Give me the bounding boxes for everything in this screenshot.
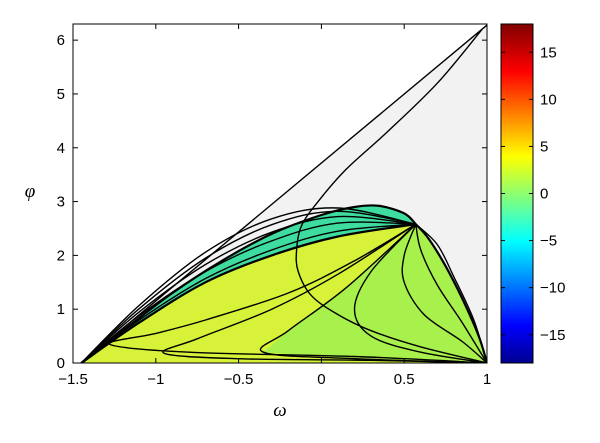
contour-separatrix	[80, 223, 416, 363]
contour-upper-contour-2	[80, 221, 416, 363]
colorbar	[500, 23, 534, 364]
colorbar-ticks: −15 −10 −5 0 5 10 15	[501, 44, 565, 344]
x-tick-label: 1	[483, 371, 491, 388]
y-tick-label: 1	[57, 301, 65, 318]
colorbar-tick-label: −5	[540, 233, 557, 250]
contour-upper-contour-3	[80, 215, 416, 363]
y-axis-label: φ	[25, 181, 36, 202]
x-tick-label: −1.5	[58, 371, 88, 388]
contour-diagonal	[80, 24, 487, 363]
region-upper-wedge	[81, 205, 416, 363]
colorbar-tick-label: −10	[540, 280, 565, 297]
contour-lower-contour-4	[353, 223, 487, 363]
colorbar-tick-label: 15	[540, 44, 557, 61]
contour-upper-contour-4	[80, 210, 416, 363]
y-tick-label: 0	[57, 355, 65, 372]
y-tick-label: 2	[57, 247, 65, 264]
colorbar-tick-label: 10	[540, 91, 557, 108]
x-tick-label: 0.5	[394, 371, 415, 388]
y-tick-label: 3	[57, 194, 65, 211]
contour-lower-contour-3	[260, 223, 487, 363]
colorbar-tick-label: 0	[540, 186, 548, 203]
contour-right-contour-1	[401, 223, 487, 363]
contour-lower-contour-2	[162, 223, 487, 363]
region-right-lobe	[263, 224, 487, 363]
x-tick-label: −1	[147, 371, 164, 388]
x-tick-label: 0	[317, 371, 325, 388]
contour-lower-contour-1	[108, 223, 487, 363]
y-tick-label: 4	[57, 140, 65, 157]
y-axis-ticks: 0 1 2 3 4 5 6	[57, 32, 487, 372]
colorbar-tick-label: 5	[540, 138, 548, 155]
colorbar-tick-label: −15	[540, 327, 565, 344]
x-axis-ticks: −1.5 −1 −0.5 0 0.5 1	[58, 24, 491, 388]
contour-right-contour-2	[415, 224, 487, 363]
x-axis-label: ω	[273, 400, 286, 421]
plot-frame	[72, 23, 488, 364]
x-tick-label: −0.5	[224, 371, 254, 388]
contour-right-contour-3	[415, 223, 487, 363]
y-tick-label: 6	[57, 32, 65, 49]
contour-curved-boundary	[295, 28, 487, 363]
contour-lines	[80, 24, 487, 363]
contour-upper-contour-1	[80, 223, 416, 363]
contour-upper-contour-5	[80, 207, 416, 363]
y-tick-label: 5	[57, 86, 65, 103]
